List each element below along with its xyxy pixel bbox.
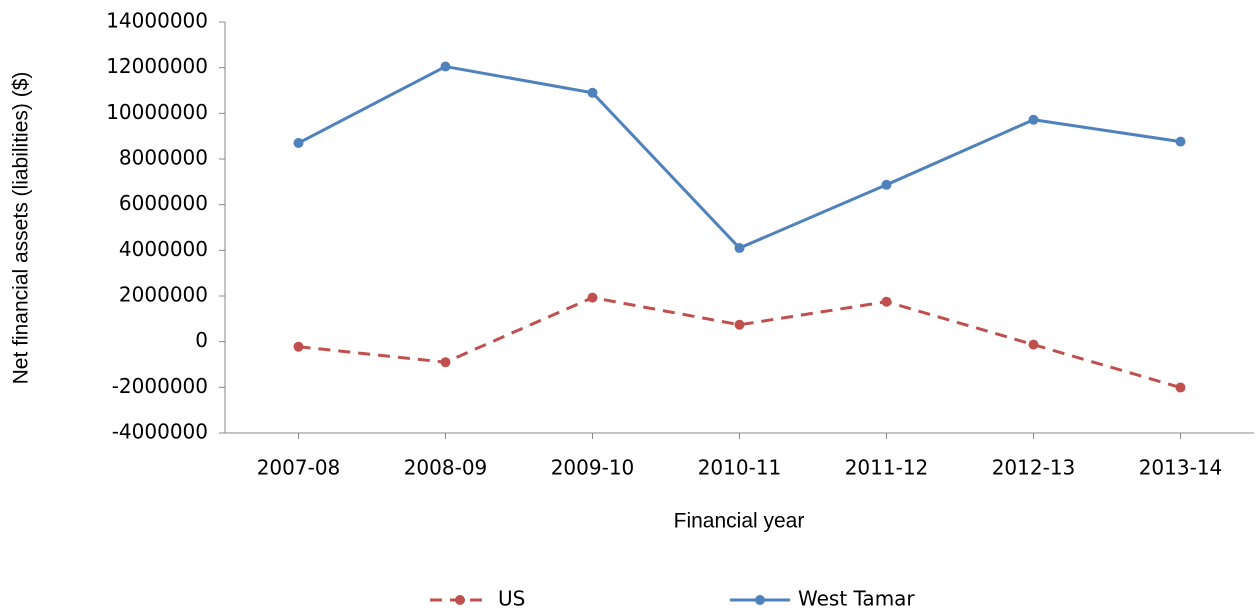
point: [440, 61, 451, 72]
legend-label: West Tamar: [798, 587, 915, 611]
x-tick-label: 2011-12: [845, 456, 929, 480]
series-line: [298, 296, 1181, 390]
y-tick-label: -4000000: [112, 420, 208, 444]
y-tick-label: 14000000: [106, 9, 208, 33]
point: [734, 319, 745, 330]
y-tick-label: 2000000: [119, 283, 208, 307]
y-tick-label: 12000000: [106, 54, 208, 78]
point: [293, 341, 304, 352]
y-tick-label: 6000000: [119, 191, 208, 215]
x-tick-label: 2007-08: [257, 456, 341, 480]
y-tick-label: 10000000: [106, 100, 208, 124]
point: [1175, 136, 1186, 147]
legend-label: US: [498, 587, 525, 611]
x-tick-label: 2009-10: [551, 456, 635, 480]
y-tick-label: 4000000: [119, 237, 208, 261]
legend-marker: [755, 595, 765, 605]
legend-marker: [455, 595, 465, 605]
point: [881, 296, 892, 307]
x-tick-label: 2008-09: [404, 456, 488, 480]
y-tick-label: 0: [195, 328, 208, 352]
point: [1028, 114, 1039, 125]
x-axis-title: Financial year: [674, 510, 805, 533]
point: [587, 87, 598, 98]
point: [440, 357, 451, 368]
point: [1028, 339, 1039, 350]
y-tick-label: -2000000: [112, 374, 208, 398]
y-axis-title: Net financial assets (liabilities) ($): [10, 72, 33, 385]
point: [587, 292, 598, 303]
y-tick-label: 8000000: [119, 146, 208, 170]
point: [1175, 382, 1186, 393]
x-tick-label: 2012-13: [992, 456, 1076, 480]
series-line: [297, 64, 1181, 250]
x-tick-label: 2010-11: [698, 456, 782, 480]
point: [734, 243, 745, 254]
x-tick-label: 2013-14: [1139, 456, 1223, 480]
point: [293, 138, 304, 149]
point: [881, 179, 892, 190]
